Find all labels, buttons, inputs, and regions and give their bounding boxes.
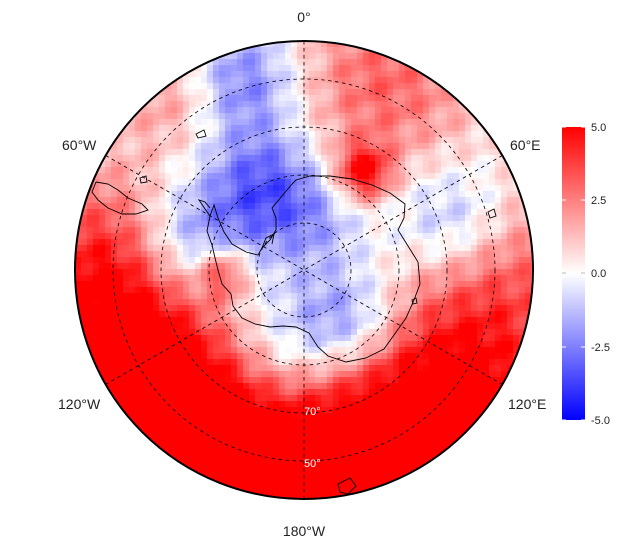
colorbar-tick-label: -5.0 (591, 415, 610, 427)
latitude-label-70: 70° (304, 406, 321, 418)
longitude-label-bottom: 180°W (283, 523, 326, 539)
latitude-circle (256, 222, 352, 318)
longitude-label-top: 0° (297, 9, 310, 25)
colorbar-gradient (562, 127, 585, 420)
kerguelen (487, 208, 497, 219)
anomaly-field (75, 41, 533, 499)
longitude-label-upper-right: 60°E (510, 137, 541, 153)
coastline (91, 129, 497, 495)
new-zealand-south (337, 477, 357, 495)
latitude-label-50: 50° (304, 458, 321, 470)
colorbar: 5.0 2.5 0.0 -2.5 -5.0 (562, 122, 610, 427)
antarctica-coastline (206, 175, 421, 363)
map-frame (74, 40, 534, 500)
colorbar-tick-label: 0.0 (591, 268, 606, 280)
south-georgia (195, 129, 207, 139)
south-america-tip (91, 181, 149, 215)
colorbar-tick-label: 5.0 (591, 122, 606, 134)
peninsula-tip (197, 199, 211, 217)
graticule (105, 41, 503, 499)
small-island (411, 297, 418, 305)
south-orkney (139, 175, 148, 184)
colorbar-tick-label: -2.5 (591, 342, 610, 354)
ronne-ice-shelf-edge (261, 233, 275, 249)
longitude-label-upper-left: 60°W (62, 137, 97, 153)
longitude-label-lower-left: 120°W (58, 396, 101, 412)
latitude-circle (112, 78, 496, 462)
colorbar-tick-label: 2.5 (591, 195, 606, 207)
longitude-label-lower-right: 120°E (508, 396, 546, 412)
